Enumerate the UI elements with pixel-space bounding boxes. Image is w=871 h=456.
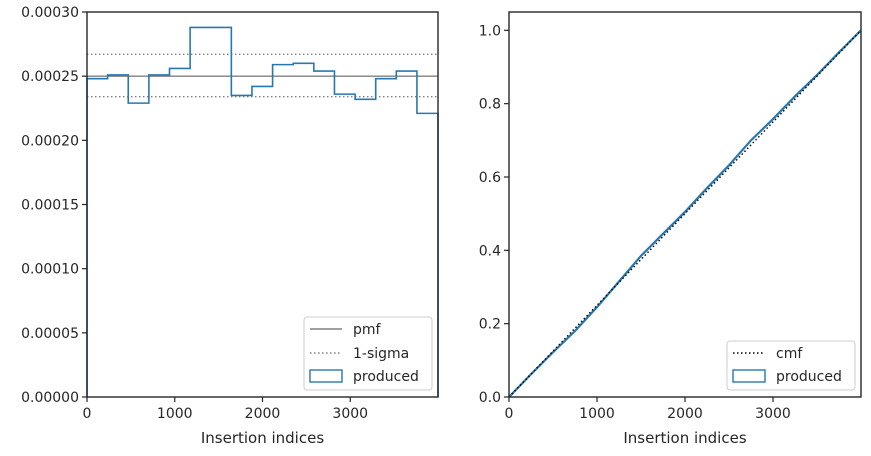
right-x-axis-label: Insertion indices (623, 429, 746, 447)
left-y-tick-label: 0.00025 (21, 69, 79, 85)
left-x-tick-label: 2000 (245, 406, 281, 422)
right-x-tick-label: 2000 (667, 406, 703, 422)
left-plot-marks (86, 26, 439, 397)
left-y-tick-label: 0.00020 (21, 133, 79, 149)
right-y-tick-label: 0.8 (479, 97, 501, 113)
right-y-tick-label: 1.0 (479, 23, 501, 39)
right-legend-box (726, 340, 856, 391)
right-y-tick-label: 0.4 (479, 243, 501, 259)
produced-cumulative-line (508, 29, 862, 398)
right-y-tick-label: 0.0 (479, 390, 501, 406)
left-y-tick-label: 0.00015 (21, 198, 79, 214)
left-x-tick-label: 3000 (332, 406, 368, 422)
left-x-axis-label: Insertion indices (201, 429, 324, 447)
left-x-tick-label: 0 (83, 406, 92, 422)
right-panel-cmf: 0 1000 2000 3000 0.0 0.2 0.4 0.6 0.8 1.0 Insertio… (479, 11, 862, 447)
produced-histogram-step (86, 26, 439, 397)
right-y-tick-label: 0.2 (479, 317, 501, 333)
left-axis-ticks: 0 1000 2000 3000 0.00000 0.00005 0.00010 0.0001… (21, 5, 368, 422)
legend-produced-label-right: produced (776, 369, 842, 385)
right-axis-ticks: 0 1000 2000 3000 0.0 0.2 0.4 0.6 0.8 1.0 (479, 23, 791, 422)
right-y-tick-label: 0.6 (479, 170, 501, 186)
left-x-tick-label: 1000 (157, 406, 193, 422)
right-legend: cmf produced (726, 340, 856, 391)
cmf-line (508, 29, 862, 398)
left-legend-box (303, 316, 433, 391)
right-x-tick-label: 1000 (579, 406, 615, 422)
right-plot-marks (508, 29, 862, 398)
legend-pmf-label: pmf (353, 322, 382, 338)
legend-produced-swatch-right (732, 369, 766, 383)
right-plot-frame (508, 11, 862, 398)
left-y-tick-label: 0.00030 (21, 5, 79, 21)
legend-produced-swatch (309, 369, 343, 383)
left-y-tick-label: 0.00010 (21, 262, 79, 278)
legend-produced-label: produced (353, 369, 419, 385)
legend-sigma-label: 1-sigma (353, 346, 409, 362)
left-panel-histogram: 0 1000 2000 3000 0.00000 0.00005 0.00010 0.0001… (21, 5, 439, 447)
right-x-tick-label: 0 (505, 406, 514, 422)
left-y-tick-label: 0.00005 (21, 326, 79, 342)
left-legend: pmf 1-sigma produced (303, 316, 433, 391)
legend-cmf-label: cmf (776, 346, 803, 362)
left-y-tick-label: 0.00000 (21, 390, 79, 406)
right-x-tick-label: 3000 (755, 406, 791, 422)
